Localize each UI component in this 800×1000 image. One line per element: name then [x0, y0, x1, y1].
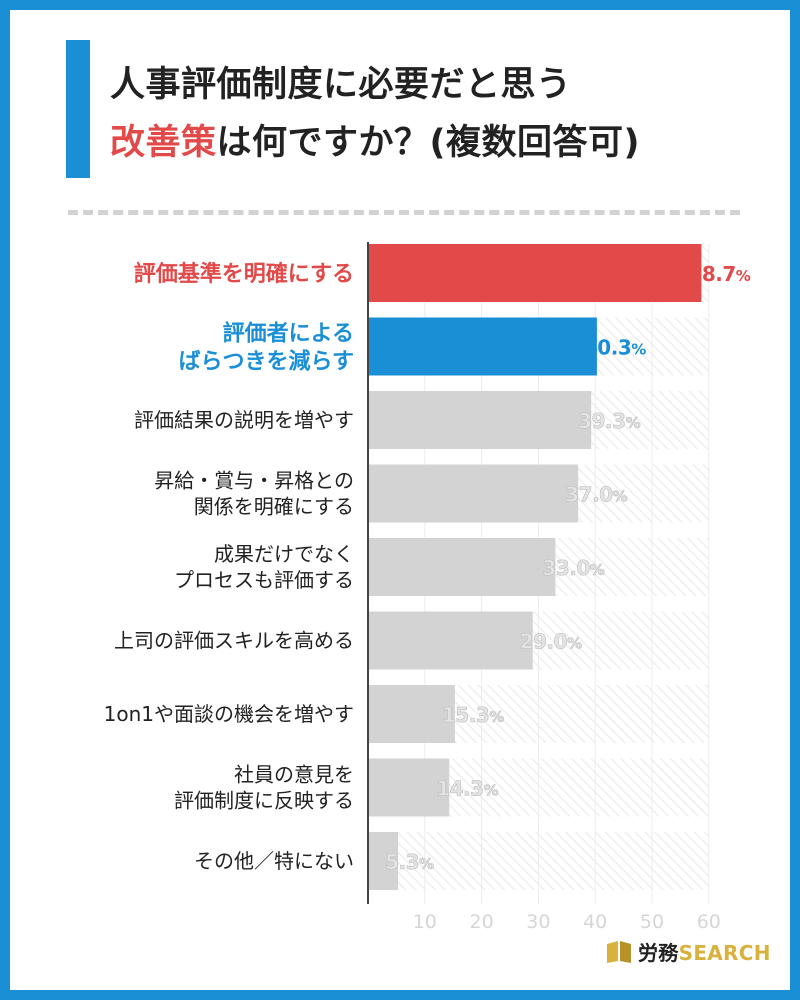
book-icon: [607, 940, 631, 963]
bar: [368, 758, 450, 817]
x-tick-label: 20: [470, 911, 494, 933]
logo-text: 労務SEARCH: [638, 937, 771, 966]
value-label: 40.3%: [584, 336, 646, 360]
dashed-divider: [68, 210, 740, 215]
bar: [368, 538, 556, 596]
bar: [368, 832, 399, 890]
title-line-1: 人事評価制度に必要だと思う: [110, 65, 572, 105]
category-label: 社員の意見を評価制度に反映する: [174, 763, 354, 813]
x-tick-label: 30: [526, 911, 550, 933]
bar: [368, 464, 579, 523]
category-label: 昇給・賞与・昇格との関係を明確にする: [154, 469, 354, 519]
category-label: 成果だけでなくプロセスも評価する: [174, 542, 354, 592]
value-label: 14.3%: [436, 777, 498, 801]
bar: [368, 391, 592, 449]
x-tick-label: 60: [697, 911, 721, 933]
value-label: 37.0%: [565, 483, 627, 507]
bar: [368, 317, 597, 376]
x-tick-label: 50: [640, 911, 664, 933]
value-label: 5.3%: [385, 850, 434, 874]
category-label: 評価者によるばらつきを減らす: [178, 320, 354, 374]
category-label: 評価結果の説明を増やす: [134, 408, 354, 432]
value-label: 29.0%: [520, 630, 582, 654]
logo-text-accent: SEARCH: [678, 941, 771, 965]
bar: [368, 244, 702, 302]
value-label: 15.3%: [442, 703, 504, 727]
logo-text-main: 労務: [638, 941, 679, 965]
title-highlight: 改善策: [110, 123, 217, 163]
value-label: 33.0%: [542, 556, 604, 580]
bar: [368, 685, 455, 743]
title-accent-bar: [66, 40, 90, 178]
value-label: 58.7%: [688, 262, 750, 286]
category-label: 上司の評価スキルを高める: [114, 629, 354, 653]
title-line-2-rest: は何ですか？(複数回答可): [216, 123, 641, 163]
x-tick-label: 10: [413, 911, 437, 933]
category-label: 1on1や面談の機会を増やす: [104, 702, 354, 726]
bar: [368, 611, 533, 670]
value-label: 39.3%: [578, 409, 640, 433]
category-label: 評価基準を明確にする: [134, 261, 354, 287]
logo: 労務SEARCH: [606, 937, 771, 966]
title-line-2: 改善策は何ですか？(複数回答可): [110, 114, 640, 165]
category-label: その他／特にない: [194, 849, 354, 873]
x-tick-label: 40: [583, 911, 607, 933]
